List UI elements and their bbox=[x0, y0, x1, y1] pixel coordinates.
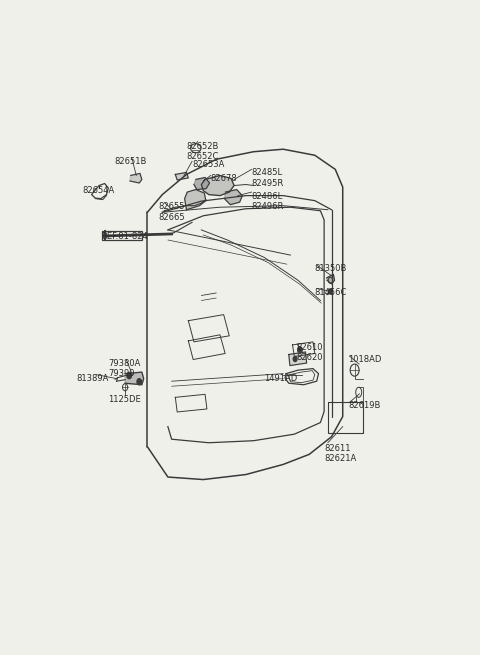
Text: 79380A
79390: 79380A 79390 bbox=[108, 358, 141, 378]
Text: 81350B: 81350B bbox=[315, 264, 347, 273]
Circle shape bbox=[137, 379, 142, 384]
Polygon shape bbox=[289, 352, 307, 365]
FancyBboxPatch shape bbox=[102, 231, 142, 240]
Polygon shape bbox=[327, 274, 335, 284]
Polygon shape bbox=[225, 189, 242, 204]
Text: 82654A: 82654A bbox=[83, 185, 115, 195]
Polygon shape bbox=[194, 178, 210, 189]
Text: REF.81-824: REF.81-824 bbox=[101, 233, 148, 242]
Text: 82652B
82652C: 82652B 82652C bbox=[186, 141, 219, 161]
Circle shape bbox=[329, 289, 332, 294]
Text: 82610
82620: 82610 82620 bbox=[296, 343, 323, 362]
Text: 1491AD: 1491AD bbox=[264, 373, 297, 383]
Text: 82485L
82495R: 82485L 82495R bbox=[252, 168, 284, 188]
Text: 82619B: 82619B bbox=[348, 402, 381, 411]
Circle shape bbox=[298, 347, 302, 353]
Circle shape bbox=[127, 373, 132, 379]
Polygon shape bbox=[185, 189, 206, 210]
Polygon shape bbox=[125, 372, 144, 384]
Text: 82678: 82678 bbox=[211, 174, 238, 183]
Text: 1018AD: 1018AD bbox=[348, 355, 382, 364]
Text: 1125DE: 1125DE bbox=[108, 396, 141, 404]
Text: 82653A: 82653A bbox=[192, 160, 225, 169]
Text: 81456C: 81456C bbox=[315, 288, 347, 297]
Circle shape bbox=[293, 356, 297, 362]
Polygon shape bbox=[175, 172, 188, 180]
Text: 82611
82621A: 82611 82621A bbox=[325, 443, 357, 463]
Text: 81389A: 81389A bbox=[77, 373, 109, 383]
Text: 82486L
82496R: 82486L 82496R bbox=[252, 191, 284, 211]
Text: 82651B: 82651B bbox=[114, 157, 146, 166]
Polygon shape bbox=[202, 176, 234, 196]
Text: 82655
82665: 82655 82665 bbox=[158, 202, 185, 221]
Polygon shape bbox=[130, 174, 142, 183]
